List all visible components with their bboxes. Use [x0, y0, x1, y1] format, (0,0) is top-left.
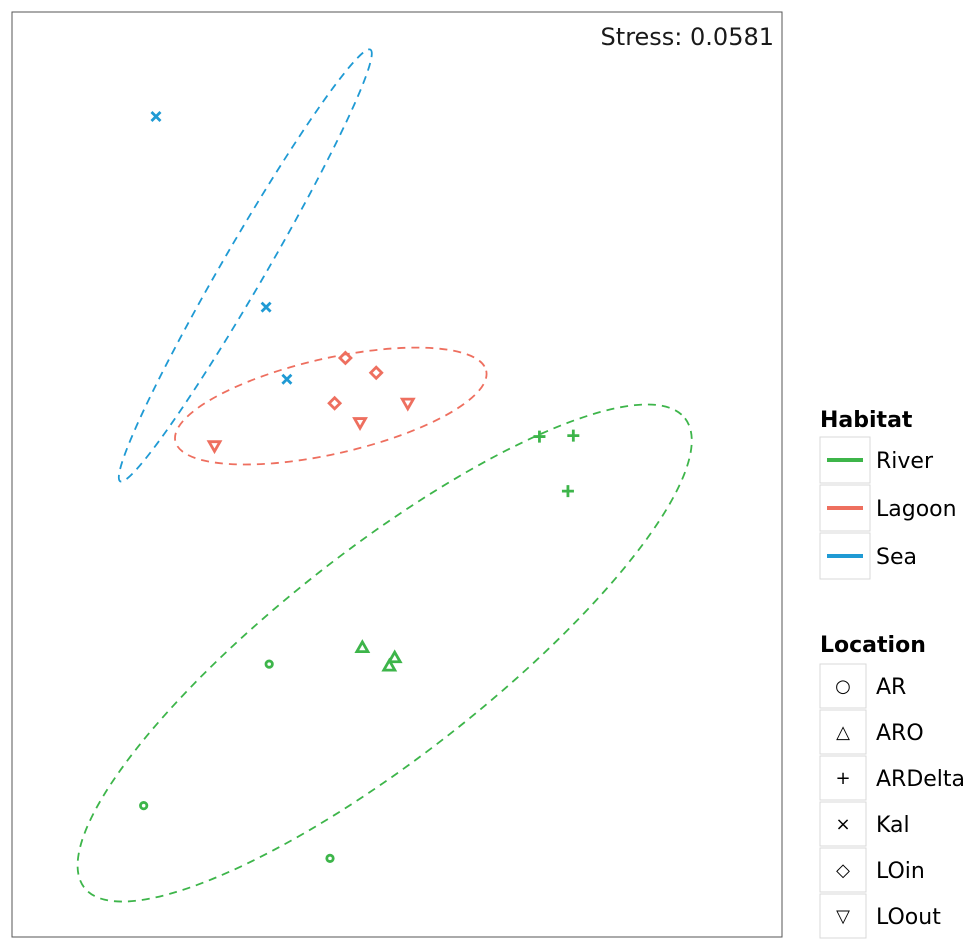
- point-kal: [260, 301, 272, 313]
- point-ardelta: [567, 429, 580, 442]
- point-kal: [281, 373, 293, 385]
- point-loin: [368, 365, 384, 381]
- location-legend-symbol-circle: ○: [835, 676, 851, 697]
- ellipse-sea: [117, 48, 373, 483]
- location-legend-key-loout: [819, 893, 867, 939]
- location-legend-symbol-plus: +: [835, 768, 850, 789]
- point-ar: [139, 801, 149, 811]
- point-ardelta: [561, 485, 574, 498]
- location-legend-label: LOout: [876, 905, 941, 930]
- location-legend-symbol-diamond: ◇: [836, 860, 850, 881]
- habitat-legend-label: Sea: [876, 545, 917, 570]
- location-legend-title: Location: [820, 633, 926, 658]
- habitat-legend-title: Habitat: [820, 408, 913, 433]
- point-ardelta: [533, 430, 546, 443]
- point-loout: [206, 440, 223, 455]
- location-legend-symbol-cross: ×: [835, 814, 850, 835]
- point-kal: [150, 111, 162, 123]
- confidence-ellipses: [76, 48, 693, 903]
- location-legend-label: Kal: [876, 813, 910, 838]
- location-legend-symbol-triangle-up: △: [836, 722, 850, 743]
- location-legend-symbol-triangle-down: ▽: [836, 906, 850, 927]
- location-legend-key-loin: [819, 847, 867, 893]
- plot-frame: [11, 11, 783, 938]
- point-loout: [352, 417, 368, 432]
- location-legend-key-aro: [819, 709, 867, 755]
- point-loin: [327, 395, 343, 411]
- location-legend: Location ○ AR △ ARO + ARDelta × Kal ◇ LOin ▽ LOout: [819, 633, 965, 939]
- point-ar: [264, 659, 274, 669]
- location-legend-label: ARDelta: [876, 767, 965, 792]
- ellipse-river: [76, 403, 693, 903]
- location-legend-label: LOin: [876, 859, 925, 884]
- location-legend-key-ardelta: [819, 755, 867, 801]
- point-loin: [337, 350, 353, 366]
- point-loout: [399, 397, 416, 412]
- point-aro: [381, 657, 398, 672]
- location-legend-key-ar: [819, 663, 867, 709]
- location-legend-label: AR: [876, 675, 906, 700]
- habitat-legend: Habitat River Lagoon Sea: [819, 408, 957, 580]
- habitat-legend-label: Lagoon: [876, 497, 957, 522]
- location-legend-key-kal: [819, 801, 867, 847]
- point-ar: [325, 853, 335, 863]
- ellipse-lagoon: [174, 346, 488, 466]
- location-legend-label: ARO: [876, 721, 924, 746]
- data-points: [139, 111, 580, 863]
- point-aro: [354, 639, 371, 653]
- point-aro: [386, 649, 403, 664]
- stress-label: Stress: 0.0581: [601, 23, 774, 51]
- habitat-legend-label: River: [876, 449, 934, 474]
